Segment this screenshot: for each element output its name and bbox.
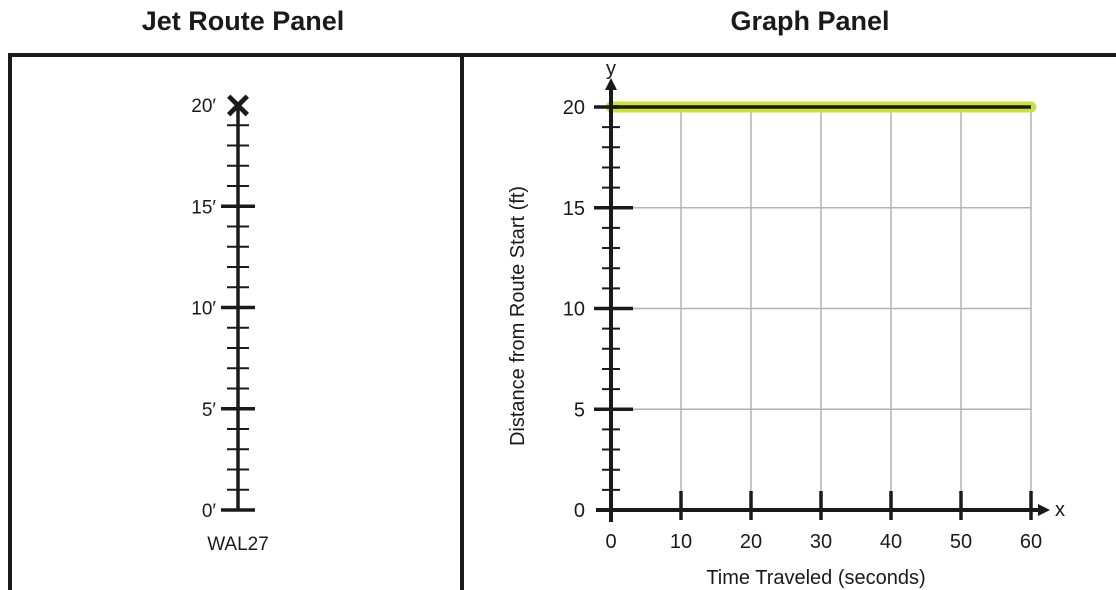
- x-axis-title: Time Traveled (seconds): [706, 567, 925, 589]
- route-name-label: WAL27: [207, 534, 269, 555]
- x-tick-label: 10: [670, 531, 692, 553]
- route-tick-label: 20′: [191, 96, 216, 117]
- x-axis-tick-labels: 0 10 20 30 40 50 60: [605, 531, 1042, 553]
- y-tick-label: 20: [563, 97, 585, 119]
- x-tick-label: 50: [950, 531, 972, 553]
- y-tick-label: 0: [574, 500, 585, 522]
- x-tick-label: 60: [1020, 531, 1042, 553]
- y-tick-label: 15: [563, 198, 585, 220]
- y-tick-label: 5: [574, 399, 585, 421]
- x-tick-label: 0: [605, 531, 616, 553]
- route-tick-labels: 0′ 5′ 10′ 15′ 20′: [191, 96, 216, 522]
- y-axis-tick-labels: 0 5 10 15 20: [563, 97, 585, 522]
- x-tick-label: 30: [810, 531, 832, 553]
- distance-time-graph: 0 10 20 30 40 50 60 0 5 10 15 20 x y Time Traveled…: [507, 58, 1065, 589]
- x-axis-letter: x: [1055, 499, 1065, 521]
- jet-route-number-line: 0′ 5′ 10′ 15′ 20′ × WAL27: [191, 81, 269, 555]
- x-tick-label: 20: [740, 531, 762, 553]
- chart-axes: [596, 78, 1050, 522]
- route-position-marker: ×: [225, 81, 251, 130]
- chart-grid: [611, 107, 1031, 510]
- route-tick-label: 10′: [191, 299, 216, 320]
- y-axis-ticks: [594, 107, 633, 490]
- route-tick-label: 15′: [191, 197, 216, 218]
- x-tick-label: 40: [880, 531, 902, 553]
- y-axis-letter: y: [606, 58, 616, 80]
- route-tick-label: 0′: [202, 501, 217, 522]
- x-axis-ticks: [681, 491, 1031, 520]
- x-axis-arrow: [1038, 504, 1050, 516]
- y-tick-label: 10: [563, 299, 585, 321]
- y-axis-title: Distance from Route Start (ft): [507, 186, 529, 446]
- route-tick-label: 5′: [202, 400, 217, 421]
